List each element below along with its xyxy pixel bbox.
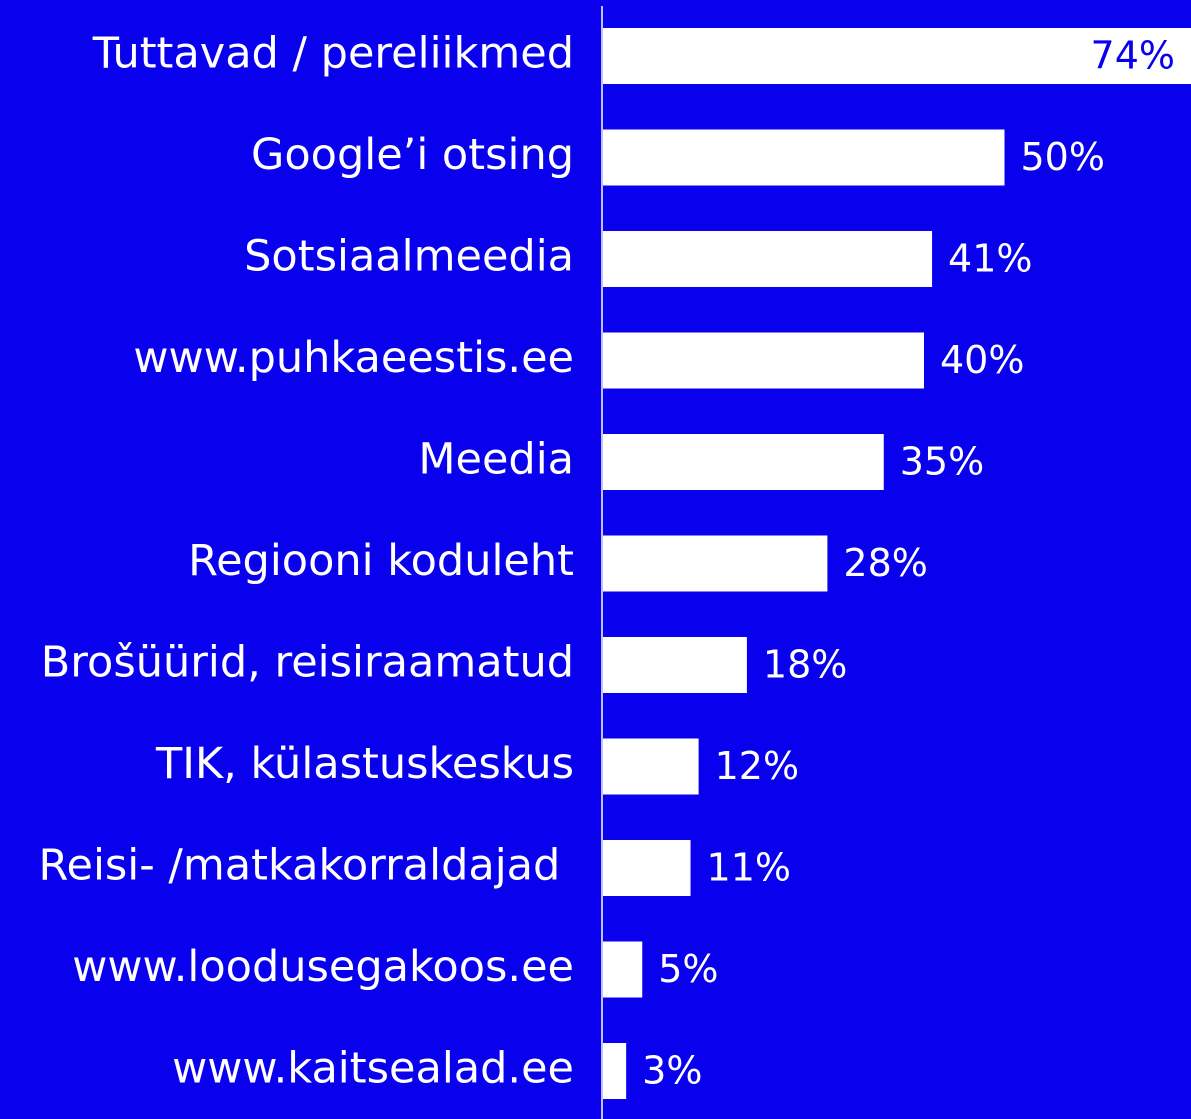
bar <box>603 738 699 795</box>
value-label: 11% <box>707 846 791 890</box>
value-label: 12% <box>715 744 799 788</box>
category-label: Tuttavad / pereliikmed <box>92 29 574 79</box>
bar <box>603 637 747 693</box>
bar <box>603 231 933 287</box>
value-label: 74% <box>1091 34 1175 78</box>
value-label: 28% <box>843 541 927 585</box>
bar <box>603 28 1191 84</box>
category-label: Brošüürid, reisiraamatud <box>41 638 574 688</box>
category-label: Google’i otsing <box>251 130 574 180</box>
category-label: Reisi- /matkakorraldajad <box>39 841 574 891</box>
bar <box>603 840 691 896</box>
category-label: www.kaitsealad.ee <box>172 1044 574 1094</box>
value-label: 35% <box>900 440 984 484</box>
category-label: Regiooni koduleht <box>188 536 574 586</box>
value-label: 40% <box>940 338 1024 382</box>
category-label: Meedia <box>418 435 574 485</box>
value-label: 3% <box>642 1049 702 1093</box>
value-label: 18% <box>763 643 847 687</box>
category-label: www.loodusegakoos.ee <box>72 942 574 992</box>
category-label: Sotsiaalmeedia <box>244 232 574 282</box>
category-label: TIK, külastuskeskus <box>155 739 574 789</box>
bar <box>603 535 828 592</box>
bar <box>603 1043 627 1099</box>
category-label: www.puhkaeestis.ee <box>133 333 574 383</box>
bar <box>603 941 643 998</box>
value-label: 41% <box>948 237 1032 281</box>
value-label: 5% <box>658 947 718 991</box>
bar <box>603 129 1005 186</box>
bar <box>603 332 924 389</box>
value-label: 50% <box>1021 135 1105 179</box>
bar <box>603 434 884 490</box>
